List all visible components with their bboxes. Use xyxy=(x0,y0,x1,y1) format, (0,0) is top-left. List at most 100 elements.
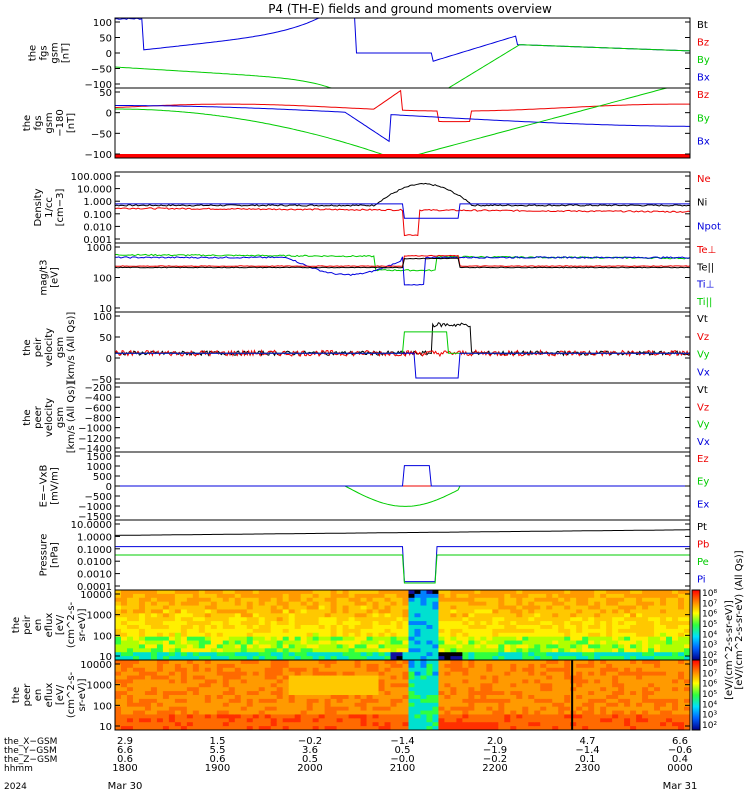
heatmap-cell xyxy=(264,593,272,599)
heatmap-cell xyxy=(636,632,643,638)
heatmap-cell xyxy=(522,601,529,607)
heatmap-cell xyxy=(168,605,176,611)
heatmap-cell xyxy=(498,632,505,638)
heatmap-cell xyxy=(498,605,505,611)
heatmap-cell xyxy=(402,718,410,723)
heatmap-cell xyxy=(318,613,326,618)
heatmap-cell xyxy=(570,714,577,719)
heatmap-cell xyxy=(192,636,200,642)
heatmap-cell xyxy=(186,625,194,630)
heatmap-cell xyxy=(204,613,212,618)
heatmap-cell xyxy=(498,656,505,660)
heatmap-cell xyxy=(115,706,122,712)
heatmap-cell xyxy=(354,632,362,638)
heatmap-cell xyxy=(600,714,607,719)
heatmap-cell xyxy=(312,660,320,665)
heatmap-cell xyxy=(222,683,230,688)
ylabel: [nPa] xyxy=(50,542,61,568)
heatmap-cell xyxy=(384,632,392,638)
heatmap-cell xyxy=(372,648,380,653)
heatmap-cell xyxy=(408,683,416,688)
heatmap-cell xyxy=(600,625,607,630)
heatmap-cell xyxy=(222,722,230,727)
ytick-label: 50 xyxy=(99,88,112,99)
heatmap-cell xyxy=(210,656,218,660)
heatmap-cell xyxy=(192,726,200,730)
heatmap-cell xyxy=(288,679,296,684)
heatmap-cell xyxy=(318,652,326,657)
heatmap-cell xyxy=(168,613,176,618)
heatmap-cell xyxy=(570,663,577,669)
heatmap-cell xyxy=(360,652,368,657)
heatmap-cell xyxy=(198,605,206,611)
heatmap-cell xyxy=(474,714,481,719)
heatmap-cell xyxy=(216,601,224,607)
heatmap-cell xyxy=(420,667,428,673)
heatmap-cell xyxy=(558,605,565,611)
heatmap-cell xyxy=(318,605,326,611)
heatmap-cell xyxy=(180,644,188,649)
heatmap-cell xyxy=(234,632,242,638)
heatmap-cell xyxy=(372,652,380,657)
heatmap-cell xyxy=(174,597,182,603)
heatmap-cell xyxy=(558,687,565,692)
heatmap-cell xyxy=(684,706,690,712)
heatmap-cell xyxy=(588,698,595,704)
heatmap-cell xyxy=(384,652,392,657)
heatmap-cell xyxy=(306,636,314,642)
heatmap-cell xyxy=(444,636,452,642)
heatmap-cell xyxy=(132,714,140,719)
heatmap-cell xyxy=(228,648,236,653)
heatmap-cell xyxy=(384,648,392,653)
heatmap-cell xyxy=(192,613,200,618)
heatmap-cell xyxy=(492,652,499,657)
heatmap-cell xyxy=(516,702,523,708)
heatmap-cell xyxy=(318,590,326,595)
heatmap-cell xyxy=(528,644,535,649)
heatmap-cell xyxy=(150,593,158,599)
heatmap-cell xyxy=(366,687,374,692)
heatmap-cell xyxy=(438,640,446,646)
heatmap-cell xyxy=(312,663,320,669)
heatmap-cell xyxy=(684,683,690,688)
heatmap-cell xyxy=(318,698,326,704)
heatmap-cell xyxy=(660,628,667,634)
heatmap-cell xyxy=(264,675,272,681)
heatmap-cell xyxy=(666,656,673,660)
heatmap-cell xyxy=(468,656,475,660)
heatmap-cell xyxy=(252,652,260,657)
heatmap-cell xyxy=(252,601,260,607)
ytick-label: 1000 xyxy=(87,681,112,692)
heatmap-cell xyxy=(336,675,344,681)
heatmap-cell xyxy=(222,687,230,692)
heatmap-cell xyxy=(582,726,589,730)
heatmap-cell xyxy=(612,632,619,638)
heatmap-cell xyxy=(486,722,493,727)
heatmap-cell xyxy=(678,663,685,669)
heatmap-cell xyxy=(564,617,571,622)
heatmap-cell xyxy=(546,722,553,727)
heatmap-cell xyxy=(396,590,404,595)
heatmap-cell xyxy=(426,640,434,646)
heatmap-cell xyxy=(294,667,302,673)
heatmap-cell xyxy=(402,628,410,634)
heatmap-cell xyxy=(486,605,493,611)
heatmap-cell xyxy=(654,628,661,634)
heatmap-cell xyxy=(288,671,296,677)
heatmap-cell xyxy=(204,648,212,653)
ylabel: sr-eV)] xyxy=(77,678,88,711)
panel-frame xyxy=(114,659,691,731)
heatmap-cell xyxy=(480,652,487,657)
heatmap-cell xyxy=(210,679,218,684)
heatmap-cell xyxy=(408,628,416,634)
heatmap-cell xyxy=(366,621,374,626)
heatmap-cell xyxy=(660,671,667,677)
heatmap-cell xyxy=(564,628,571,634)
heatmap-cell xyxy=(504,656,511,660)
heatmap-cell xyxy=(156,660,164,665)
heatmap-cell xyxy=(372,636,380,642)
heatmap-cell xyxy=(630,597,637,603)
heatmap-cell xyxy=(132,656,140,660)
heatmap-cell xyxy=(558,617,565,622)
heatmap-cell xyxy=(618,648,625,653)
